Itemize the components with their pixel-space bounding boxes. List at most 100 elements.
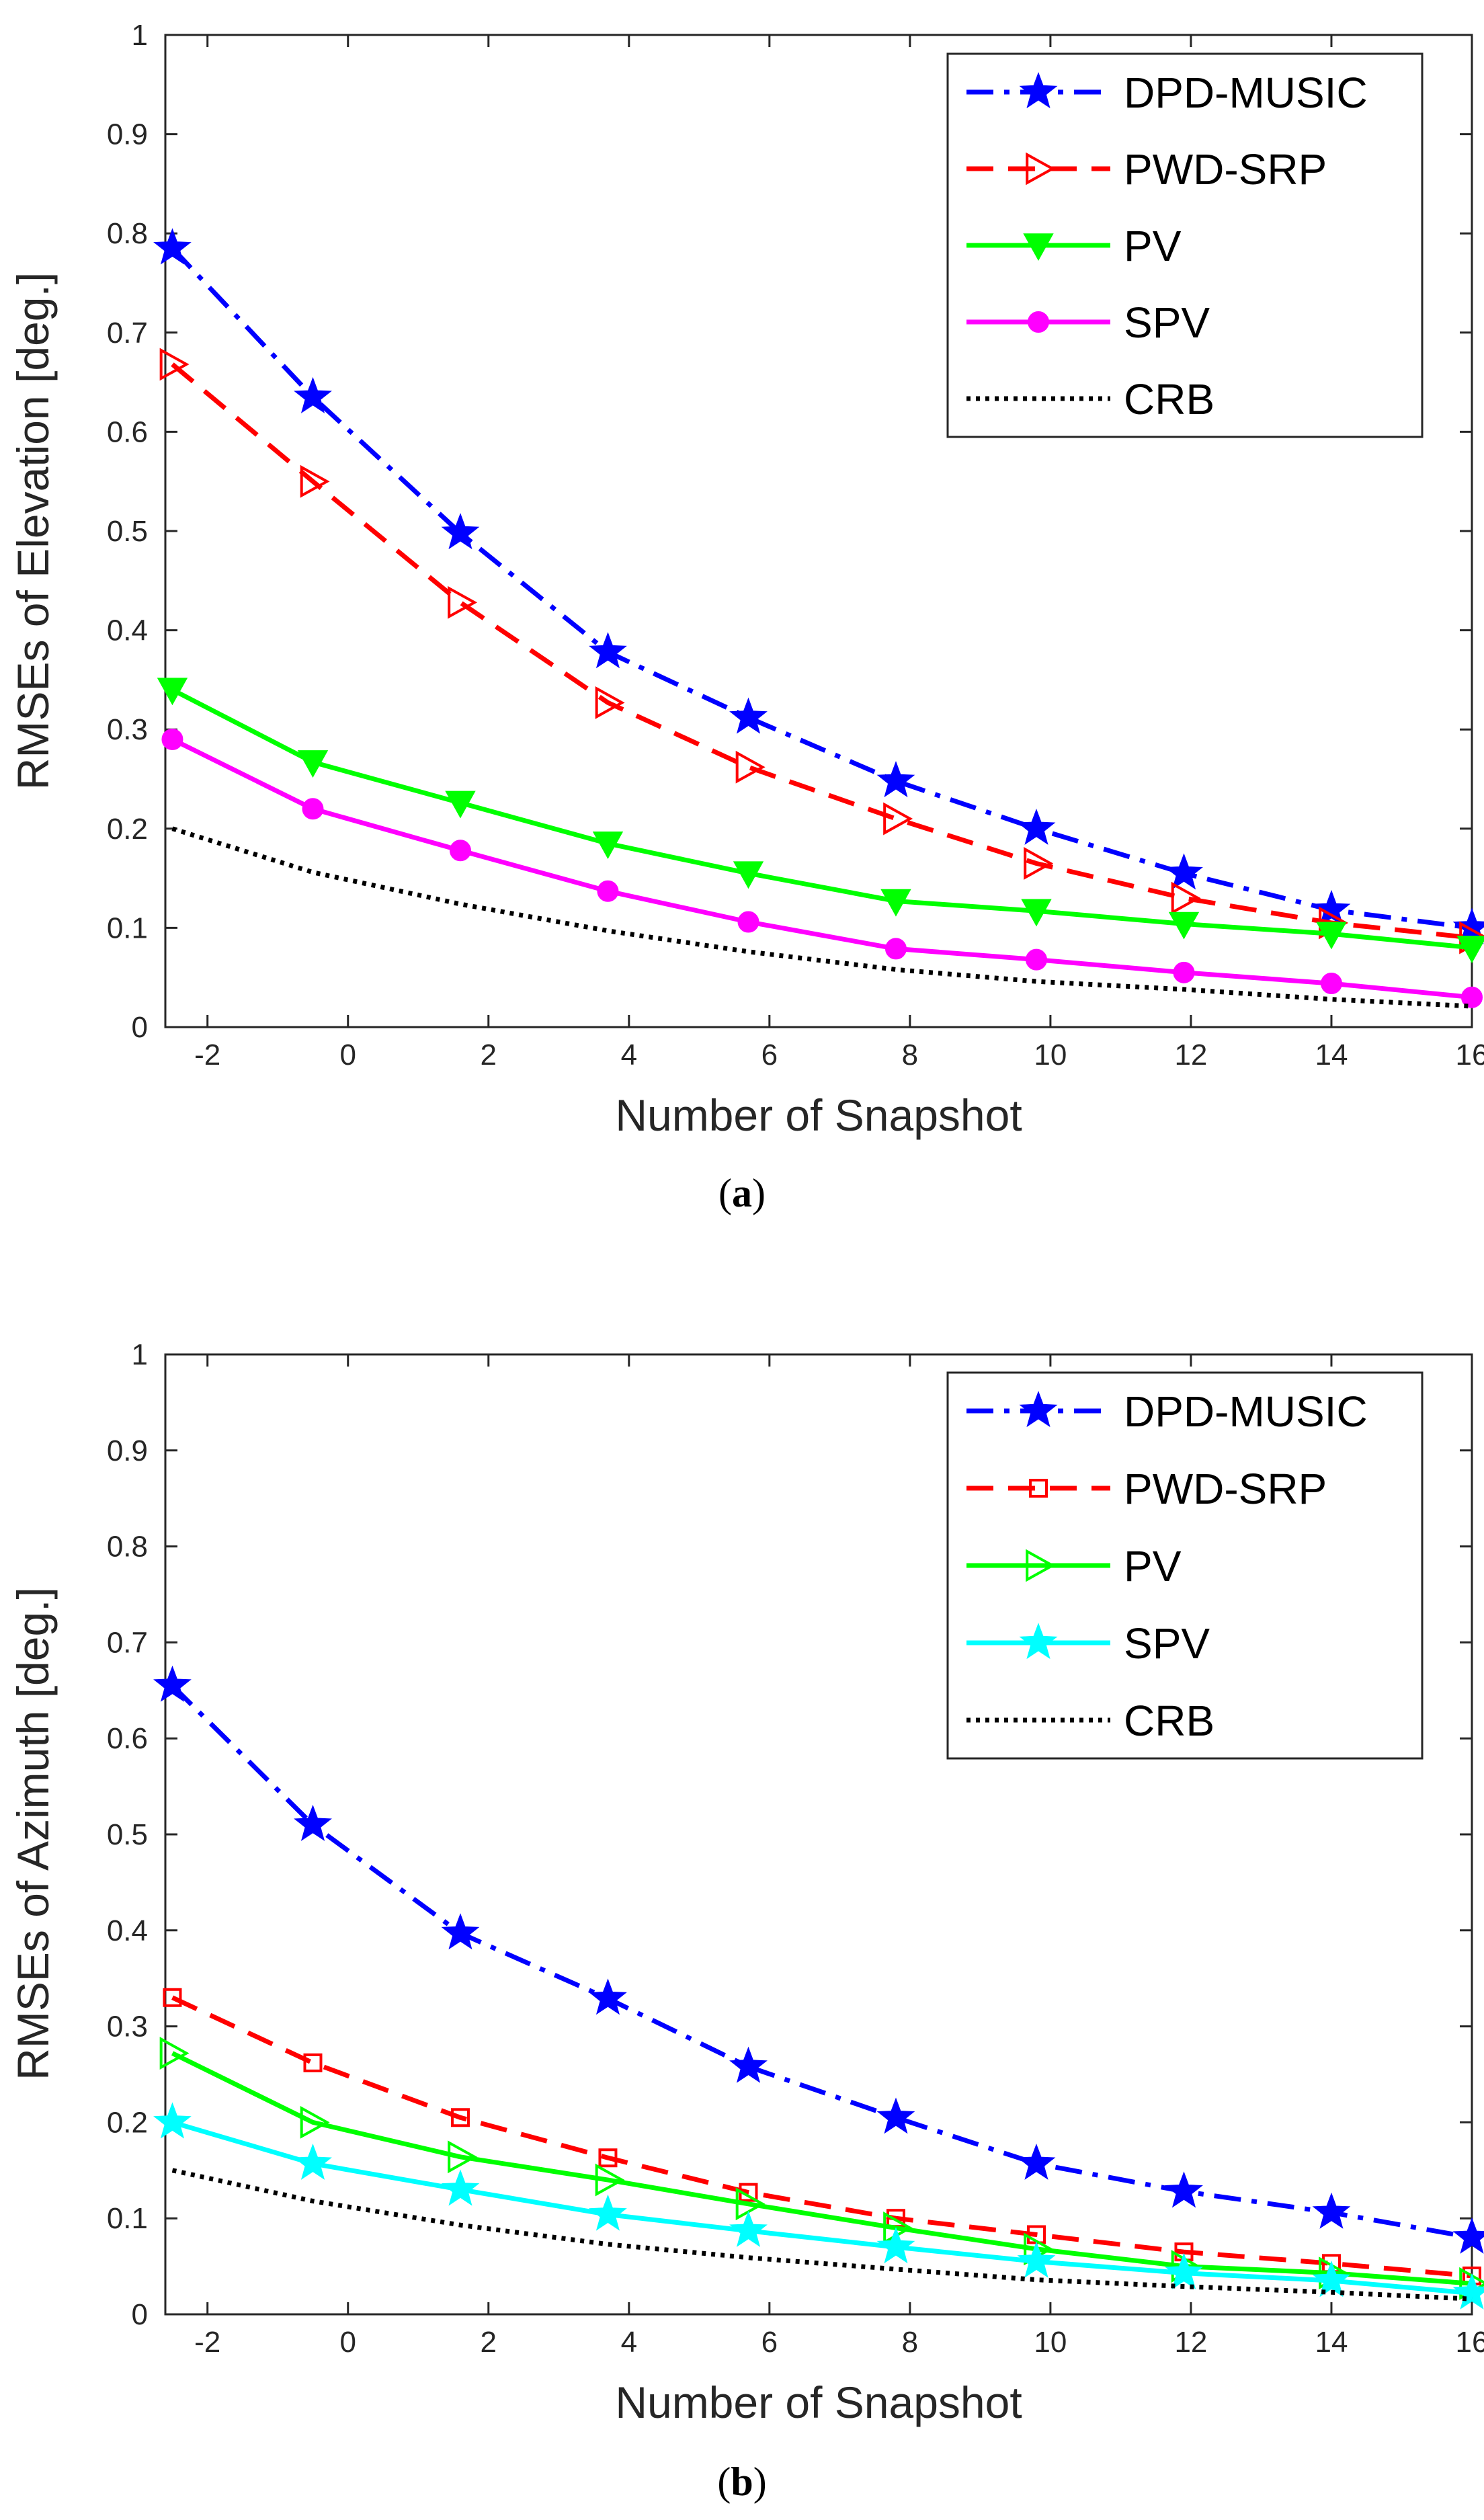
x-tick-label: 12 — [1174, 1039, 1207, 1071]
data-point-spv — [1017, 2241, 1056, 2278]
x-tick-label: -2 — [194, 1039, 220, 1071]
y-tick-label: 0.2 — [107, 2106, 148, 2139]
x-tick-label: 12 — [1174, 2326, 1207, 2359]
data-point-dpd-music — [294, 1804, 332, 1841]
data-point-spv — [737, 911, 759, 933]
y-tick-label: 0.7 — [107, 1626, 148, 1659]
legend-marker-spv — [1019, 1623, 1058, 1660]
data-point-dpd-music — [729, 697, 768, 734]
legend-marker-pwd-srp — [1026, 152, 1056, 186]
y-tick-label: 0.7 — [107, 317, 148, 350]
series-line-dpd-music — [170, 246, 1473, 930]
y-tick-label: 0.4 — [107, 1914, 148, 1947]
data-point-pv — [735, 2187, 766, 2221]
legend-label: PWD-SRP — [1124, 1465, 1327, 1513]
y-tick-label: 0.5 — [107, 515, 148, 548]
y-tick-label: 0.2 — [107, 813, 148, 846]
caption-b: (b) — [717, 2460, 766, 2504]
data-point-pv — [595, 2163, 625, 2197]
data-point-dpd-music — [729, 2046, 768, 2083]
series-line-pv — [171, 2051, 1473, 2286]
legend-label: PV — [1124, 222, 1182, 270]
data-point-pwd-srp — [303, 2053, 323, 2072]
caption-a: (a) — [718, 1171, 766, 1215]
data-point-pv — [880, 889, 911, 917]
data-point-spv — [302, 798, 324, 820]
legend-label: CRB — [1124, 1697, 1214, 1745]
data-point-pv — [1316, 922, 1347, 950]
data-point-dpd-music — [1017, 808, 1056, 845]
caption-a-close: ) — [752, 1171, 766, 1215]
data-point-spv — [449, 840, 471, 862]
data-point-spv — [161, 728, 183, 750]
data-point-dpd-music — [153, 228, 192, 265]
data-point-dpd-music — [876, 2097, 915, 2134]
legend-label: PWD-SRP — [1124, 145, 1327, 194]
series-line-pv — [171, 688, 1473, 950]
data-point-pwd-srp — [450, 2108, 470, 2127]
x-axis-label-b: Number of Snapshot — [615, 2377, 1022, 2427]
data-point-spv — [1173, 961, 1195, 983]
x-tick-label: 0 — [339, 1039, 356, 1071]
data-point-spv — [589, 2194, 627, 2231]
legend-marker-dpd-music — [1019, 72, 1058, 109]
axes-ticks-a: -2 0 2 4 6 8 10 12 14 16 0 0.1 0.2 0.3 0.4 0.5 0.6 0.7 0.8… — [107, 19, 1484, 1071]
data-point-spv — [1165, 2252, 1203, 2289]
series-line-spv — [171, 2120, 1473, 2296]
x-tick-label: 8 — [902, 2326, 918, 2359]
data-point-dpd-music — [876, 761, 915, 798]
data-point-pwd-srp — [598, 2148, 618, 2168]
series-line-crb — [171, 826, 1473, 1009]
data-point-pwd-srp — [448, 585, 478, 619]
data-point-pv — [1456, 936, 1484, 963]
chart-panel-a: -2 0 2 4 6 8 10 12 14 16 0 0.1 0.2 0.3 0.4 0.5 0.6 0.7 0.8… — [8, 19, 1484, 1215]
data-point-dpd-music — [1017, 2143, 1056, 2180]
data-point-spv — [729, 2210, 768, 2247]
series-line-dpd-music — [171, 1684, 1473, 2240]
data-point-spv — [153, 2102, 192, 2139]
legend-marker-pv — [1026, 1549, 1056, 1582]
data-point-spv — [597, 880, 619, 902]
data-point-dpd-music — [1165, 2171, 1203, 2208]
legend-marker-pv — [1023, 233, 1054, 261]
data-point-dpd-music — [441, 513, 480, 550]
data-point-dpd-music — [1452, 907, 1484, 944]
x-tick-label: 16 — [1456, 1039, 1484, 1071]
data-point-spv — [876, 2227, 915, 2264]
y-axis-label-a: RMSEs of Elevation [deg.] — [8, 272, 58, 790]
legend-label: SPV — [1124, 1619, 1210, 1668]
caption-b-open: ( — [717, 2460, 731, 2504]
data-point-pv — [445, 790, 476, 819]
x-tick-label: 4 — [621, 2326, 637, 2359]
x-tick-label: 6 — [761, 1039, 778, 1071]
series-line-pwd-srp — [171, 1995, 1473, 2279]
data-point-dpd-music — [1312, 889, 1351, 927]
data-point-pwd-srp — [1171, 881, 1201, 915]
data-point-pv — [159, 2037, 190, 2070]
x-tick-label: 4 — [621, 1039, 637, 1071]
y-tick-label: 1 — [132, 19, 148, 52]
y-tick-label: 0.1 — [107, 911, 148, 944]
legend-label: DPD-MUSIC — [1124, 1387, 1368, 1436]
y-tick-label: 0.5 — [107, 1818, 148, 1851]
chart-panel-b: -2 0 2 4 6 8 10 12 14 16 0 0.1 0.2 0.3 0.4 0.5 0.6 0.7 0.8… — [8, 1338, 1484, 2504]
y-tick-label: 0.9 — [107, 1434, 148, 1467]
legend-marker-spv — [1028, 311, 1049, 333]
x-tick-label: 2 — [481, 2326, 497, 2359]
data-point-pv — [157, 678, 188, 706]
x-tick-label: 6 — [761, 2326, 778, 2359]
data-point-pwd-srp — [300, 464, 330, 498]
legend-b: DPD-MUSIC PWD-SRP PV SPV CRB — [966, 1387, 1368, 1745]
x-tick-label: 16 — [1456, 2326, 1484, 2359]
y-tick-label: 1 — [132, 1338, 148, 1371]
data-point-dpd-music — [441, 1913, 480, 1950]
data-point-dpd-music — [589, 1978, 627, 2015]
y-tick-label: 0.6 — [107, 415, 148, 448]
data-point-pv — [1021, 899, 1052, 927]
data-point-spv — [1452, 2273, 1484, 2310]
x-tick-label: 10 — [1034, 1039, 1067, 1071]
data-point-pv — [592, 831, 624, 859]
caption-b-letter: b — [731, 2460, 753, 2504]
x-tick-label: 8 — [902, 1039, 918, 1071]
